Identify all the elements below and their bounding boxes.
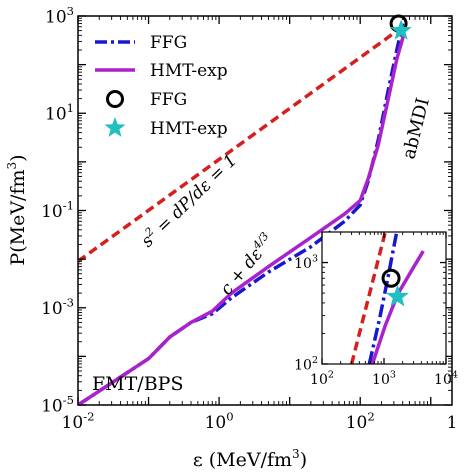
main-x-tick-label: 10-2: [62, 409, 95, 433]
main-x-tick-label: 100: [205, 409, 234, 433]
inset-series-dashed-line: [349, 232, 387, 364]
legend-hmt-star-marker: [104, 117, 126, 137]
inset-markers-group: [381, 268, 409, 307]
y-axis-label: P(MeV/fm3): [5, 154, 29, 265]
inset-y-tick-label: 102: [294, 355, 318, 373]
main-y-tick-label: 10-1: [41, 198, 74, 222]
legend-ffg-circle-label: FFG: [150, 90, 187, 110]
legend-ffg-line-label: FFG: [150, 33, 187, 53]
main-hmt-star-marker: [390, 19, 412, 40]
inset-ffg-circle-marker: [381, 268, 401, 288]
main-y-tick-label: 103: [45, 4, 74, 28]
legend-hmt-line-label: HMT-exp: [150, 61, 228, 81]
inset-tick-labels: 102 103 104 102 103: [294, 254, 458, 388]
main-y-tick-label: 101: [45, 101, 74, 125]
annotation-abmdi: abMDI: [398, 96, 433, 161]
inset-y-tick-label: 103: [294, 254, 318, 272]
x-axis-label: ε (MeV/fm3): [193, 447, 307, 471]
main-x-tick-label: 1: [447, 413, 458, 433]
main-x-tick-label: 102: [346, 409, 375, 433]
main-markers-group: [389, 14, 412, 40]
main-y-tick-label: 10-3: [41, 296, 74, 320]
annotation-fmt-bps: FMT/BPS: [92, 373, 183, 395]
main-tick-labels: 10-2 100 102 1 10-5 10-3 10-1 101 103: [41, 4, 457, 433]
main-y-tick-label: 10-5: [41, 393, 74, 417]
inset-series-dashdot-line: [367, 232, 399, 364]
inset-ticks-group: [321, 231, 447, 365]
legend: FFG HMT-exp FFG HMT-exp: [95, 33, 228, 139]
legend-ffg-circle-marker: [106, 90, 124, 108]
main-series-group: [78, 23, 406, 405]
main-series-solid-line: [78, 32, 406, 405]
inset-x-tick-label: 102: [310, 370, 334, 388]
inset-hmt-star-marker: [386, 284, 409, 307]
main-series-dashed-line: [78, 25, 404, 263]
inset-x-tick-label: 103: [372, 370, 396, 388]
legend-hmt-star-label: HMT-exp: [150, 119, 228, 139]
annotation-sound-speed: s2 = dP/dε = 1: [136, 149, 241, 251]
inset-plot: 102 103 104 102 103: [294, 231, 458, 388]
inset-x-tick-label: 104: [434, 370, 458, 388]
